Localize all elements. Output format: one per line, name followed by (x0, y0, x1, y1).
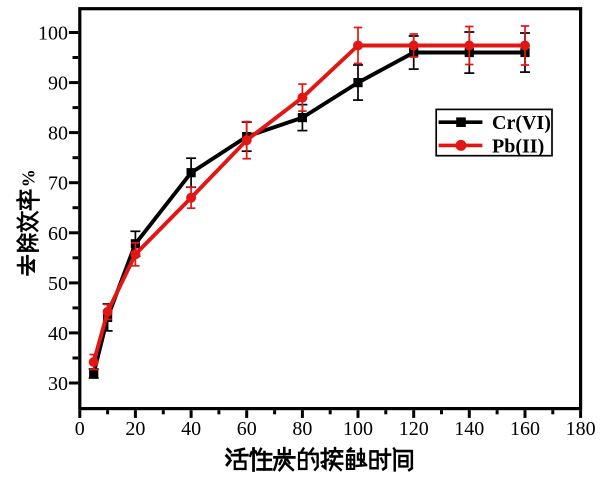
svg-text:80: 80 (292, 418, 312, 440)
svg-text:20: 20 (125, 418, 145, 440)
svg-text:120: 120 (399, 418, 429, 440)
svg-text:90: 90 (48, 73, 68, 95)
svg-text:0: 0 (75, 418, 85, 440)
svg-text:140: 140 (454, 418, 484, 440)
svg-text:100: 100 (38, 23, 68, 45)
svg-text:160: 160 (510, 418, 540, 440)
svg-text:60: 60 (48, 223, 68, 245)
svg-text:70: 70 (48, 173, 68, 195)
svg-text:40: 40 (181, 418, 201, 440)
svg-text:180: 180 (566, 418, 596, 440)
svg-text:40: 40 (48, 323, 68, 345)
svg-text:30: 30 (48, 373, 68, 395)
svg-text:%: % (18, 169, 38, 187)
svg-text:60: 60 (237, 418, 257, 440)
svg-text:80: 80 (48, 123, 68, 145)
svg-text:50: 50 (48, 273, 68, 295)
svg-text:Pb(II): Pb(II) (492, 135, 544, 157)
svg-text:100: 100 (343, 418, 373, 440)
svg-text:Cr(VI): Cr(VI) (492, 112, 551, 134)
